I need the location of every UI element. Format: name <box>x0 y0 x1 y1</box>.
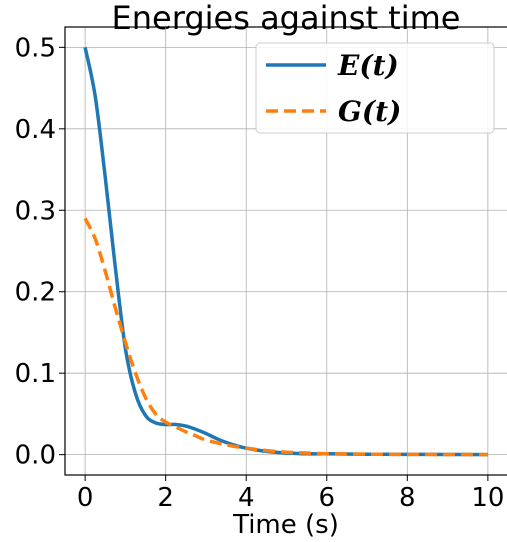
x-tick-label: 8 <box>399 483 416 513</box>
x-axis-label: Time (s) <box>232 510 339 540</box>
y-tick-label: 0.4 <box>15 115 56 145</box>
series-line-g <box>83 217 488 457</box>
legend-label-g: G(t) <box>338 95 401 128</box>
legend-label-e: E(t) <box>337 49 399 82</box>
x-tick-label: 4 <box>238 483 255 513</box>
y-tick-label: 0.2 <box>15 278 56 308</box>
x-tick-label: 10 <box>471 483 504 513</box>
chart-title: Energies against time <box>112 0 461 37</box>
y-tick-label: 0.1 <box>15 359 56 389</box>
y-tick-label: 0.5 <box>15 33 56 63</box>
x-tick-label: 0 <box>77 483 94 513</box>
y-tick-label: 0.3 <box>15 196 56 226</box>
y-tick-label: 0.0 <box>15 441 56 471</box>
x-axis-ticks: 0 2 4 6 8 10 <box>77 475 504 513</box>
plot-series <box>83 47 488 457</box>
plot-frame <box>64 26 507 476</box>
x-tick-label: 6 <box>318 483 335 513</box>
x-tick-label: 2 <box>157 483 174 513</box>
legend: E(t) G(t) <box>255 42 495 134</box>
y-axis-ticks: 0.0 0.1 0.2 0.3 0.4 0.5 <box>15 33 65 471</box>
